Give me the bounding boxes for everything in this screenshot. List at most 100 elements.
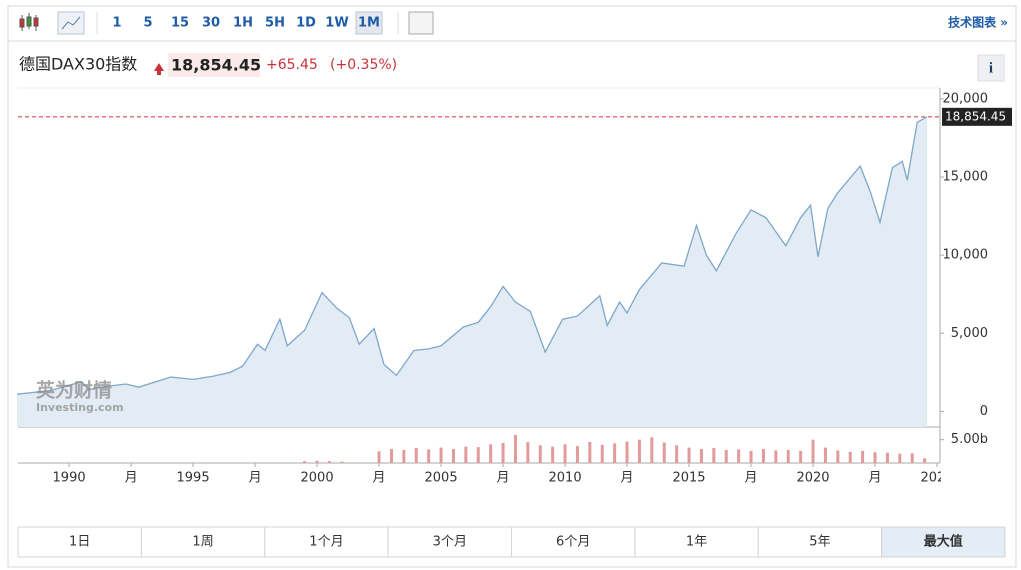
volume-bar: [427, 449, 431, 463]
volume-bar: [761, 449, 765, 463]
y-tick-label: 0: [980, 404, 988, 419]
volume-bar: [613, 443, 617, 463]
table-icon[interactable]: [408, 11, 434, 35]
interval-button[interactable]: 15: [171, 16, 189, 31]
interval-button[interactable]: 1M: [358, 16, 380, 31]
range-tab-label[interactable]: 1日: [69, 535, 90, 550]
volume-bar: [712, 448, 716, 463]
range-tab[interactable]: [881, 526, 1006, 558]
instrument-name: 德国DAX30指数: [19, 55, 137, 74]
range-tab[interactable]: [140, 526, 266, 558]
info-label[interactable]: i: [989, 60, 993, 76]
price-line: [16, 116, 928, 395]
interval-button[interactable]: 1W: [325, 16, 348, 31]
x-tick-label: 2005: [425, 471, 458, 486]
interval-active-bg: [355, 11, 383, 35]
line-icon[interactable]: [57, 11, 85, 35]
interval-button[interactable]: 1H: [233, 16, 253, 31]
volume-bar: [662, 442, 666, 463]
volume-bar: [476, 447, 480, 463]
x-tick-label: 1990: [53, 471, 86, 486]
x-tick-label: 月: [621, 471, 634, 486]
change: +65.45: [266, 57, 318, 73]
range-tab-label[interactable]: 5年: [809, 535, 830, 550]
volume-bar: [699, 449, 703, 463]
volume-bar: [885, 452, 889, 463]
y-tick-label: 5,000: [951, 326, 988, 341]
range-tab-label[interactable]: 最大值: [924, 534, 963, 550]
volume-bar: [811, 439, 815, 463]
volume-bar: [414, 448, 418, 463]
x-tick-label: 1995: [177, 471, 210, 486]
volume-bar: [836, 450, 840, 463]
volume-bar: [687, 447, 691, 463]
volume-bar: [861, 450, 865, 463]
volume-bar: [327, 461, 331, 463]
volume-bar: [538, 445, 542, 463]
range-tab-label[interactable]: 1周: [192, 535, 213, 550]
volume-bar: [898, 453, 902, 463]
volume-bar: [910, 453, 914, 463]
volume-bar: [675, 445, 679, 463]
volume-bar: [637, 439, 641, 463]
volume-bar: [464, 446, 468, 463]
volume-bar: [873, 452, 877, 463]
volume-bar: [774, 450, 778, 463]
price-area: [17, 116, 928, 427]
volume-bar: [786, 449, 790, 463]
volume-bar: [451, 449, 455, 463]
range-tab[interactable]: [634, 526, 759, 558]
volume-bar: [799, 450, 803, 463]
range-tab[interactable]: [757, 526, 883, 558]
range-tab[interactable]: [264, 526, 389, 558]
range-tab-label[interactable]: 1年: [686, 535, 707, 550]
volume-bar: [551, 446, 555, 463]
x-tick-label: 月: [125, 471, 138, 486]
technical-link[interactable]: 技术图表 »: [948, 15, 1008, 30]
interval-button[interactable]: 1: [112, 16, 121, 31]
range-tab-label[interactable]: 3个月: [433, 535, 467, 550]
volume-bar: [737, 449, 741, 463]
x-tick-label: 2025: [920, 471, 953, 486]
volume-bar: [526, 442, 530, 463]
volume-bar: [724, 449, 728, 463]
interval-button[interactable]: 1D: [296, 16, 316, 31]
x-tick-label: 2010: [549, 471, 582, 486]
volume-bar: [650, 437, 654, 463]
candle-icon[interactable]: [19, 13, 39, 31]
volume-bar: [303, 461, 307, 463]
volume-bar: [563, 444, 567, 463]
price-bg: [168, 53, 260, 77]
x-tick-label: 月: [497, 471, 510, 486]
x-tick-label: 2020: [796, 471, 829, 486]
up-arrow: [154, 63, 164, 75]
range-tab-label[interactable]: 1个月: [309, 535, 343, 550]
volume-bar: [513, 435, 517, 463]
x-tick-label: 月: [249, 471, 262, 486]
volume-bar: [340, 461, 344, 463]
y-tick-label: 20,000: [943, 91, 989, 106]
volume-bar: [823, 447, 827, 463]
last-price-tag: [942, 107, 1012, 126]
interval-button[interactable]: 30: [202, 16, 220, 31]
interval-button[interactable]: 5: [143, 16, 152, 31]
y-tick-label: 15,000: [943, 170, 989, 185]
y-tick-label: 10,000: [943, 248, 989, 263]
x-tick-label: 2000: [301, 471, 334, 486]
volume-bar: [315, 460, 319, 463]
x-tick-label: 2015: [672, 471, 705, 486]
range-tab-label[interactable]: 6个月: [556, 535, 590, 550]
range-tab[interactable]: [17, 526, 142, 558]
info-button[interactable]: [977, 54, 1005, 82]
volume-bar: [501, 442, 505, 463]
x-tick-label: 月: [373, 471, 386, 486]
last-price-label: 18,854.45: [945, 109, 1006, 123]
x-tick-label: 月: [869, 471, 882, 486]
line-icon-glyph: [61, 16, 81, 30]
y-tick-label: 5.00b: [951, 432, 988, 447]
volume-bar: [575, 446, 579, 463]
interval-button[interactable]: 5H: [265, 16, 285, 31]
change-pct: (+0.35%): [330, 57, 397, 73]
